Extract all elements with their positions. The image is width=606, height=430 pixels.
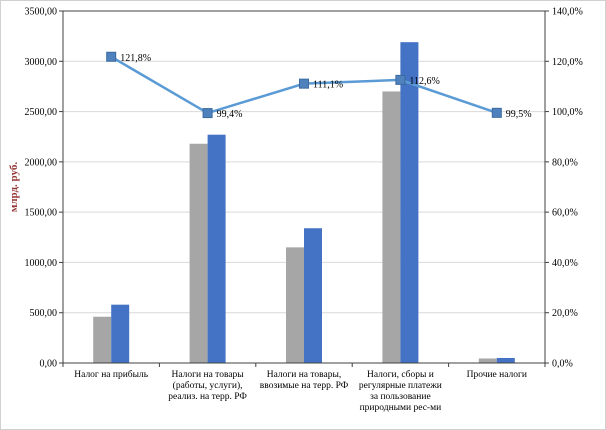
left-tick-label: 1500,00 xyxy=(25,208,58,219)
bar-previous-period-bars-3 xyxy=(382,91,401,363)
bar-previous-period-bars-1 xyxy=(189,143,208,363)
left-tick-label: 0,00 xyxy=(40,359,58,370)
line-marker-1 xyxy=(202,108,213,119)
bar-previous-period-bars-2 xyxy=(286,247,304,363)
right-tick-label: 40,0% xyxy=(552,258,578,269)
right-tick-label: 60,0% xyxy=(552,208,578,219)
bar-previous-period-bars-0 xyxy=(93,316,112,363)
line-marker-2 xyxy=(299,78,309,89)
category-label-2: Налоги на товары, ввозимые на терр. РФ xyxy=(260,370,349,391)
data-label-0: 121,8% xyxy=(120,53,151,64)
bar-previous-period-bars-4 xyxy=(478,358,497,363)
line-marker-0 xyxy=(106,51,117,62)
bar-current-period-bars-2 xyxy=(304,228,322,363)
data-label-1: 99,4% xyxy=(217,109,243,120)
category-label-4: Прочие налоги xyxy=(467,370,527,380)
line-marker-3 xyxy=(395,74,406,85)
category-label-1: Налоги на товары (работы, услуги), реализ.… xyxy=(168,370,247,402)
line-marker-4 xyxy=(491,107,502,118)
left-tick-label: 3000,00 xyxy=(25,57,58,68)
bar-current-period-bars-4 xyxy=(496,357,515,363)
data-label-3: 112,6% xyxy=(409,76,439,87)
bar-current-period-bars-1 xyxy=(207,134,226,363)
category-label-0: Налог на прибыль xyxy=(74,369,148,380)
left-axis-title: млрд. руб. xyxy=(8,162,20,213)
right-tick-label: 100,0% xyxy=(552,107,583,118)
left-tick-label: 2500,00 xyxy=(25,107,58,118)
right-tick-label: 140,0% xyxy=(552,7,583,18)
right-tick-label: 120,0% xyxy=(552,57,583,68)
left-tick-label: 1000,00 xyxy=(25,258,58,269)
right-tick-label: 80,0% xyxy=(552,157,578,168)
bar-current-period-bars-3 xyxy=(400,42,419,363)
left-tick-label: 3500,00 xyxy=(25,7,58,18)
plot-border xyxy=(62,10,546,364)
data-label-2: 111,1% xyxy=(313,80,343,91)
right-tick-label: 0,0% xyxy=(552,359,573,370)
left-tick-label: 500,00 xyxy=(30,308,58,319)
right-tick-label: 20,0% xyxy=(552,308,578,319)
bar-current-period-bars-0 xyxy=(111,304,130,363)
data-label-4: 99,5% xyxy=(506,109,532,120)
category-label-3: Налоги, сборы и регулярные платежи за поль… xyxy=(359,369,442,413)
left-tick-label: 2000,00 xyxy=(25,157,58,168)
